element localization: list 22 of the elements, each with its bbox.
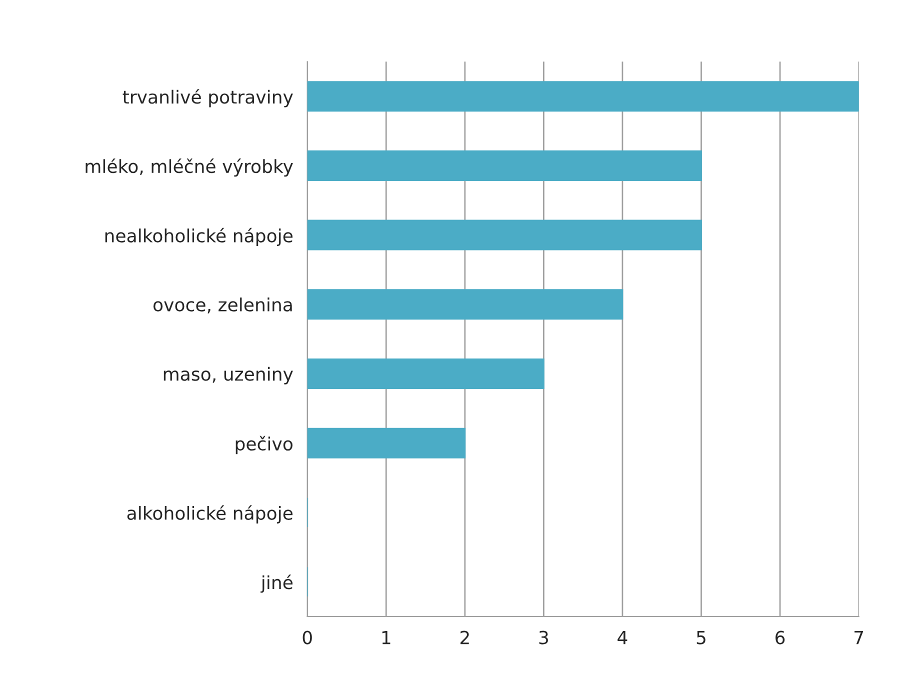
bar: [307, 150, 702, 181]
y-tick-label: jiné: [260, 574, 293, 593]
y-tick-label: mléko, mléčné výrobky: [86, 158, 293, 177]
x-tick-label: 4: [618, 630, 628, 644]
y-tick-label: ovoce, zelenina: [153, 298, 292, 314]
y-tick-label: trvanlivé potraviny: [122, 89, 293, 108]
x-tick-label: 5: [696, 630, 706, 644]
y-tick-label: alkoholické nápoje: [127, 505, 293, 524]
bar: [307, 289, 624, 320]
y-tick-label: pečivo: [236, 436, 292, 454]
x-tick-label: 0: [302, 630, 312, 644]
x-tick-label: 7: [854, 630, 863, 644]
bar: [307, 81, 859, 112]
x-tick-label: 6: [776, 630, 785, 644]
x-tick-label: 1: [382, 630, 390, 644]
bar: [307, 358, 544, 390]
y-tick-label: maso, uzeniny: [164, 366, 293, 384]
y-tick-label: nealkoholické nápoje: [105, 228, 293, 246]
x-tick-label: 3: [539, 630, 548, 644]
x-tick-label: 2: [460, 630, 469, 644]
bar: [307, 428, 466, 458]
bar: [307, 220, 702, 250]
